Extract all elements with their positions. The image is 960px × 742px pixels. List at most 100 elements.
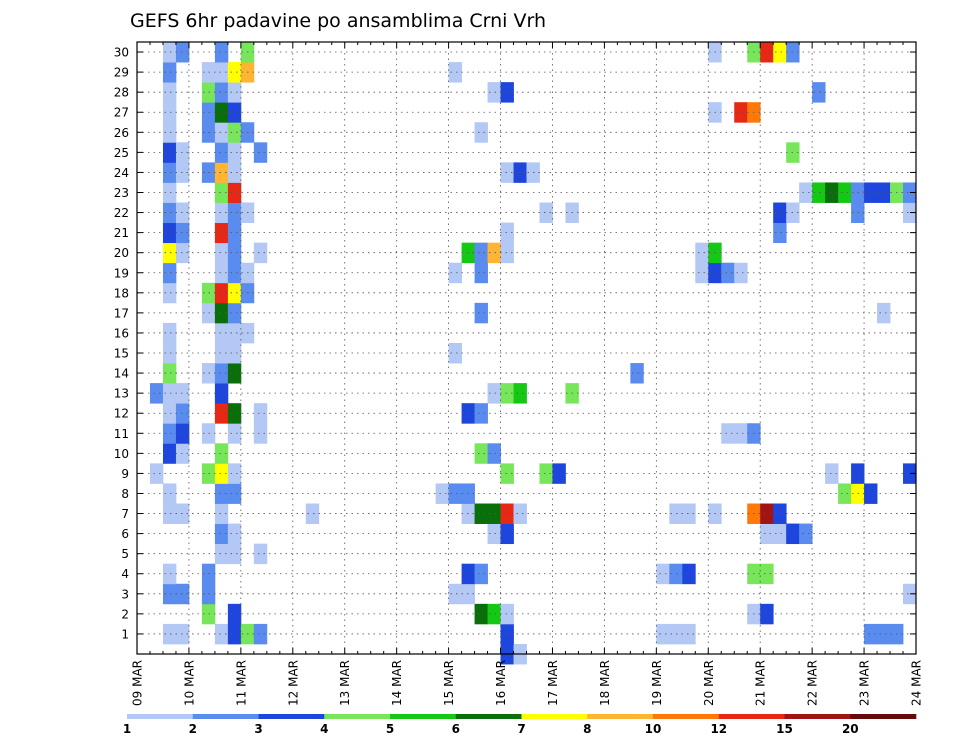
y-tick-label: 21	[114, 226, 129, 240]
heatmap-cell	[175, 423, 190, 444]
y-tick-label: 9	[121, 467, 129, 481]
heatmap-cell	[214, 122, 229, 143]
heatmap-cell	[227, 342, 242, 364]
heatmap-cell	[487, 242, 501, 264]
legend-label: 7	[517, 722, 525, 736]
heatmap-cell	[760, 603, 774, 625]
heatmap-cell	[500, 383, 514, 404]
heatmap-cell	[227, 423, 242, 444]
heatmap-cell	[539, 463, 553, 484]
heatmap-cell	[539, 202, 553, 223]
heatmap-cell	[214, 483, 229, 504]
heatmap-cell	[227, 82, 242, 103]
legend-swatch	[258, 714, 325, 719]
y-tick-label: 16	[114, 327, 129, 341]
y-tick-label: 23	[114, 186, 129, 200]
heatmap-cell	[825, 463, 839, 484]
heatmap-cell	[760, 563, 774, 585]
heatmap-cell	[227, 623, 242, 645]
legend-swatch	[587, 714, 654, 719]
heatmap-cell	[175, 242, 190, 264]
heatmap-cell	[162, 62, 177, 83]
y-tick-label: 29	[114, 66, 129, 80]
heatmap-cell	[487, 443, 501, 464]
x-tick-label: 21 MAR	[754, 660, 768, 706]
heatmap-cell	[487, 82, 501, 103]
legend-swatch	[390, 714, 457, 719]
heatmap-cell	[474, 443, 488, 464]
heatmap-cell	[214, 543, 229, 565]
legend-label: 15	[776, 722, 793, 736]
heatmap-cell	[474, 603, 488, 625]
heatmap-cell	[487, 503, 501, 524]
legend-label: 20	[842, 722, 859, 736]
x-tick-label: 19 MAR	[650, 660, 664, 706]
heatmap-cell	[877, 182, 891, 203]
grid-lines	[137, 42, 916, 654]
x-tick-label: 09 MAR	[131, 660, 145, 706]
heatmap-cell	[162, 242, 177, 264]
heatmap-cell	[500, 242, 514, 264]
heatmap-cell	[214, 443, 229, 464]
y-tick-label: 15	[114, 347, 129, 361]
heatmap-cell	[214, 182, 229, 203]
heatmap-cell	[214, 503, 229, 524]
heatmap-cell	[487, 523, 501, 545]
heatmap-cell	[162, 142, 177, 163]
heatmap-cell	[214, 102, 229, 123]
heatmap-cell	[487, 383, 501, 404]
legend-label: 8	[583, 722, 591, 736]
heatmap-cell	[162, 202, 177, 223]
x-tick-label: 24 MAR	[910, 660, 924, 706]
color-legend: 1 2 3 4 5 6 7 8 10 12 15 20	[123, 714, 917, 736]
heatmap-cell	[877, 623, 891, 645]
heatmap-cell	[721, 423, 735, 444]
heatmap-cell	[513, 162, 527, 183]
x-tick-label: 14 MAR	[390, 660, 404, 706]
x-tick-label: 10 MAR	[182, 660, 196, 706]
legend-swatch	[324, 714, 391, 719]
heatmap-cell	[734, 423, 748, 444]
heatmap-cell	[227, 523, 242, 545]
heatmap-cell	[864, 623, 878, 645]
y-tick-label: 27	[114, 106, 129, 120]
heatmap-cell	[227, 242, 242, 264]
heatmap-cell	[227, 322, 242, 344]
heatmap-cell	[838, 182, 852, 203]
heatmap-cell	[227, 162, 242, 183]
heatmap-cell	[162, 182, 177, 203]
y-tick-label: 13	[114, 387, 129, 401]
heatmap-cell	[227, 202, 242, 223]
heatmap-cell	[175, 42, 190, 63]
heatmap-cell	[175, 162, 190, 183]
heatmap-cell	[149, 463, 164, 484]
legend-label: 12	[710, 722, 727, 736]
heatmap-cell	[162, 563, 177, 585]
heatmap-cell	[227, 603, 242, 625]
legend-swatch	[521, 714, 588, 719]
y-tick-label: 22	[114, 206, 129, 220]
legend-label: 6	[452, 722, 460, 736]
heatmap-cell	[227, 102, 242, 123]
heatmap-cell	[214, 82, 229, 103]
heatmap-cell	[474, 403, 488, 424]
heatmap-cell	[214, 322, 229, 344]
heatmap-cell	[214, 42, 229, 63]
heatmap-cell	[227, 262, 242, 284]
heatmap-cell	[682, 503, 696, 524]
heatmap-cell	[305, 503, 320, 524]
y-tick-label: 12	[114, 407, 129, 421]
legend-swatch	[784, 714, 851, 719]
heatmap-cell	[877, 302, 891, 324]
heatmap-cell	[500, 503, 514, 524]
heatmap-cell	[162, 423, 177, 444]
heatmap-cell	[630, 363, 644, 384]
heatmap-cell	[500, 82, 514, 103]
heatmap-cell	[214, 363, 229, 384]
x-tick-label: 22 MAR	[806, 660, 820, 706]
heatmap-cell	[773, 523, 787, 545]
heatmap-cell	[500, 162, 514, 183]
heatmap-cell	[474, 563, 488, 585]
heatmap-cell	[214, 222, 229, 244]
heatmap-cell	[175, 443, 190, 464]
